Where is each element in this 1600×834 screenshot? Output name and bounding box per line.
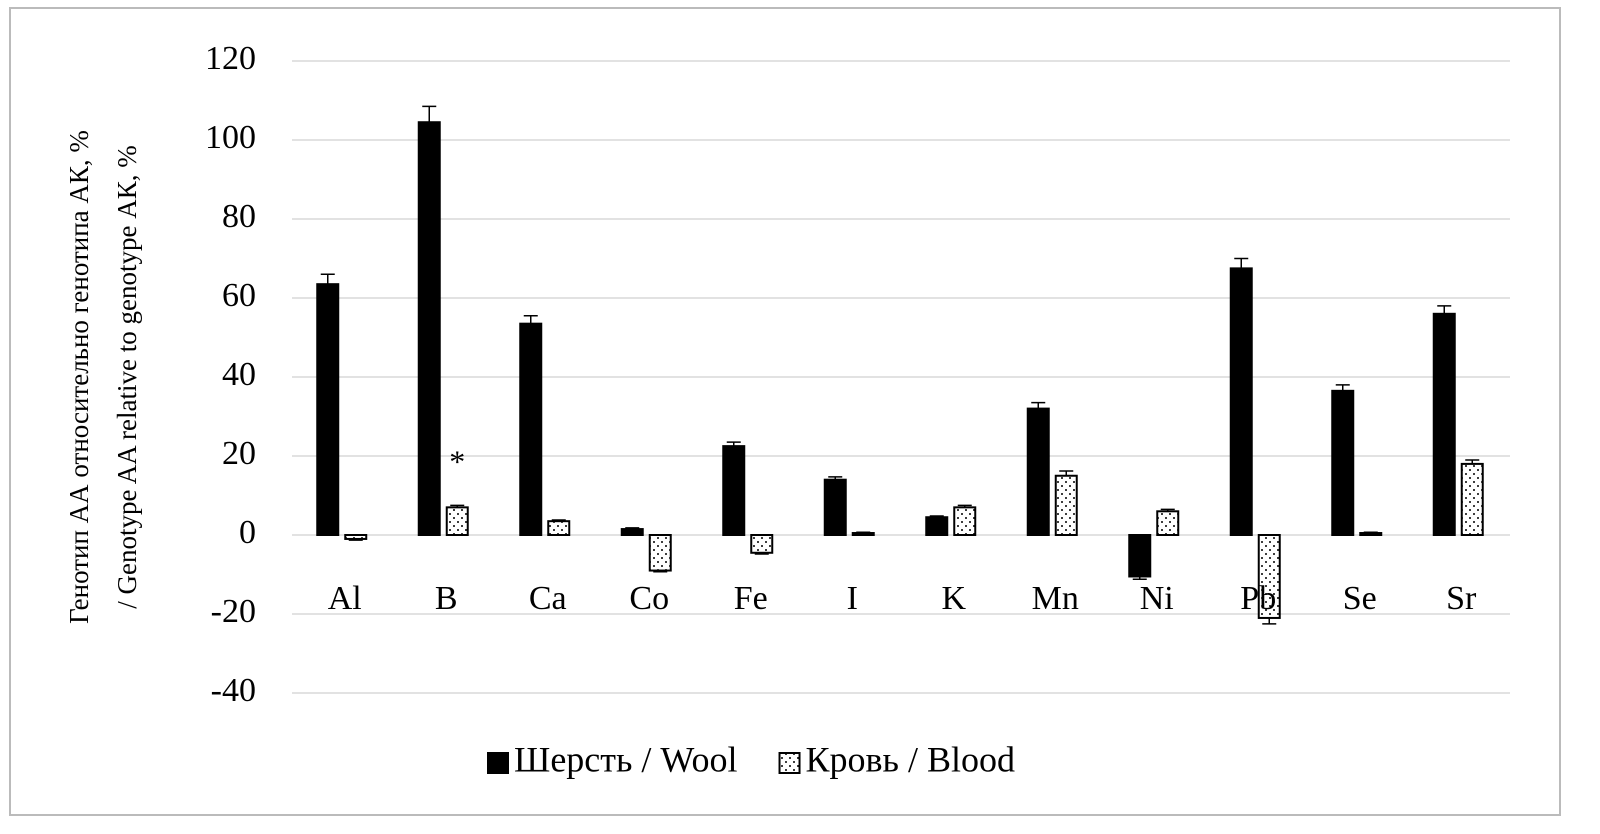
error-bar — [828, 476, 843, 480]
error-bar — [1437, 305, 1452, 314]
error-bar — [523, 315, 538, 324]
bar — [1054, 474, 1078, 536]
annotation: * — [449, 444, 465, 480]
x-tick-label: Se — [1343, 580, 1377, 617]
error-bar — [1059, 470, 1074, 476]
error-bar — [957, 504, 972, 508]
bar — [648, 534, 672, 572]
error-bar — [1262, 617, 1277, 625]
bar — [1359, 532, 1383, 537]
x-tick-label: Pb — [1240, 580, 1276, 617]
error-bar — [754, 552, 769, 555]
bar — [750, 534, 774, 554]
error-bar — [856, 531, 871, 534]
error-bar — [1132, 576, 1147, 580]
error-bar — [653, 570, 668, 573]
bar — [547, 520, 571, 536]
bar — [519, 322, 543, 536]
x-tick-label: K — [941, 580, 966, 617]
x-tick-label: Ca — [529, 580, 567, 617]
x-tick-label: B — [435, 580, 458, 617]
bar — [1432, 312, 1456, 536]
y-tick-label: 0 — [239, 514, 256, 551]
error-bar — [1335, 384, 1350, 391]
x-tick-label: I — [847, 580, 858, 617]
x-tick-label: Sr — [1446, 580, 1477, 617]
bar — [953, 506, 977, 537]
x-tick-label: Ni — [1140, 580, 1174, 617]
y-axis-label: Генотип АА относительно генотипа АК, % — [64, 130, 94, 624]
y-tick-label: 60 — [222, 277, 256, 314]
bar — [1026, 407, 1050, 537]
x-tick-label: Fe — [734, 580, 768, 617]
bar — [620, 528, 644, 537]
legend-swatch — [778, 752, 801, 774]
chart-frame — [9, 7, 1561, 816]
bar — [1128, 534, 1152, 578]
y-tick-label: 80 — [222, 198, 256, 235]
error-bar — [422, 105, 437, 123]
error-bar — [1160, 508, 1175, 512]
error-bar — [1031, 401, 1046, 409]
bar — [823, 478, 847, 537]
bar — [1331, 389, 1355, 537]
legend-label: Шерсть / Wool — [514, 739, 738, 779]
error-bar — [1234, 257, 1249, 269]
y-tick-label: 120 — [205, 40, 256, 77]
error-bar — [929, 515, 944, 518]
bar — [1156, 510, 1180, 536]
y-tick-label: -20 — [211, 593, 256, 630]
bar — [722, 445, 746, 536]
bar — [851, 532, 875, 537]
y-tick-label: 100 — [205, 119, 256, 156]
y-tick-label: 20 — [222, 435, 256, 472]
error-bar — [1363, 531, 1378, 534]
x-tick-label: Al — [328, 580, 362, 617]
y-tick-label: -40 — [211, 672, 256, 709]
legend-swatch — [487, 752, 509, 774]
error-bar — [551, 519, 566, 522]
legend-label: Кровь / Blood — [806, 739, 1015, 779]
x-tick-label: Mn — [1032, 580, 1079, 617]
error-bar — [450, 504, 465, 508]
bar — [344, 534, 368, 540]
error-bar — [348, 538, 363, 541]
bar — [1460, 462, 1484, 536]
error-bar — [320, 273, 335, 285]
y-tick-label: 40 — [222, 356, 256, 393]
bar — [1229, 267, 1253, 536]
bar — [316, 283, 340, 536]
error-bar — [726, 441, 741, 447]
y-axis-label: / Genotype AA relative to genotype АК, % — [112, 145, 142, 608]
x-tick-label: Co — [629, 580, 669, 617]
bar — [445, 506, 469, 537]
error-bar — [1465, 459, 1480, 464]
error-bar — [625, 527, 640, 530]
bar — [925, 516, 949, 536]
bar — [417, 121, 441, 536]
